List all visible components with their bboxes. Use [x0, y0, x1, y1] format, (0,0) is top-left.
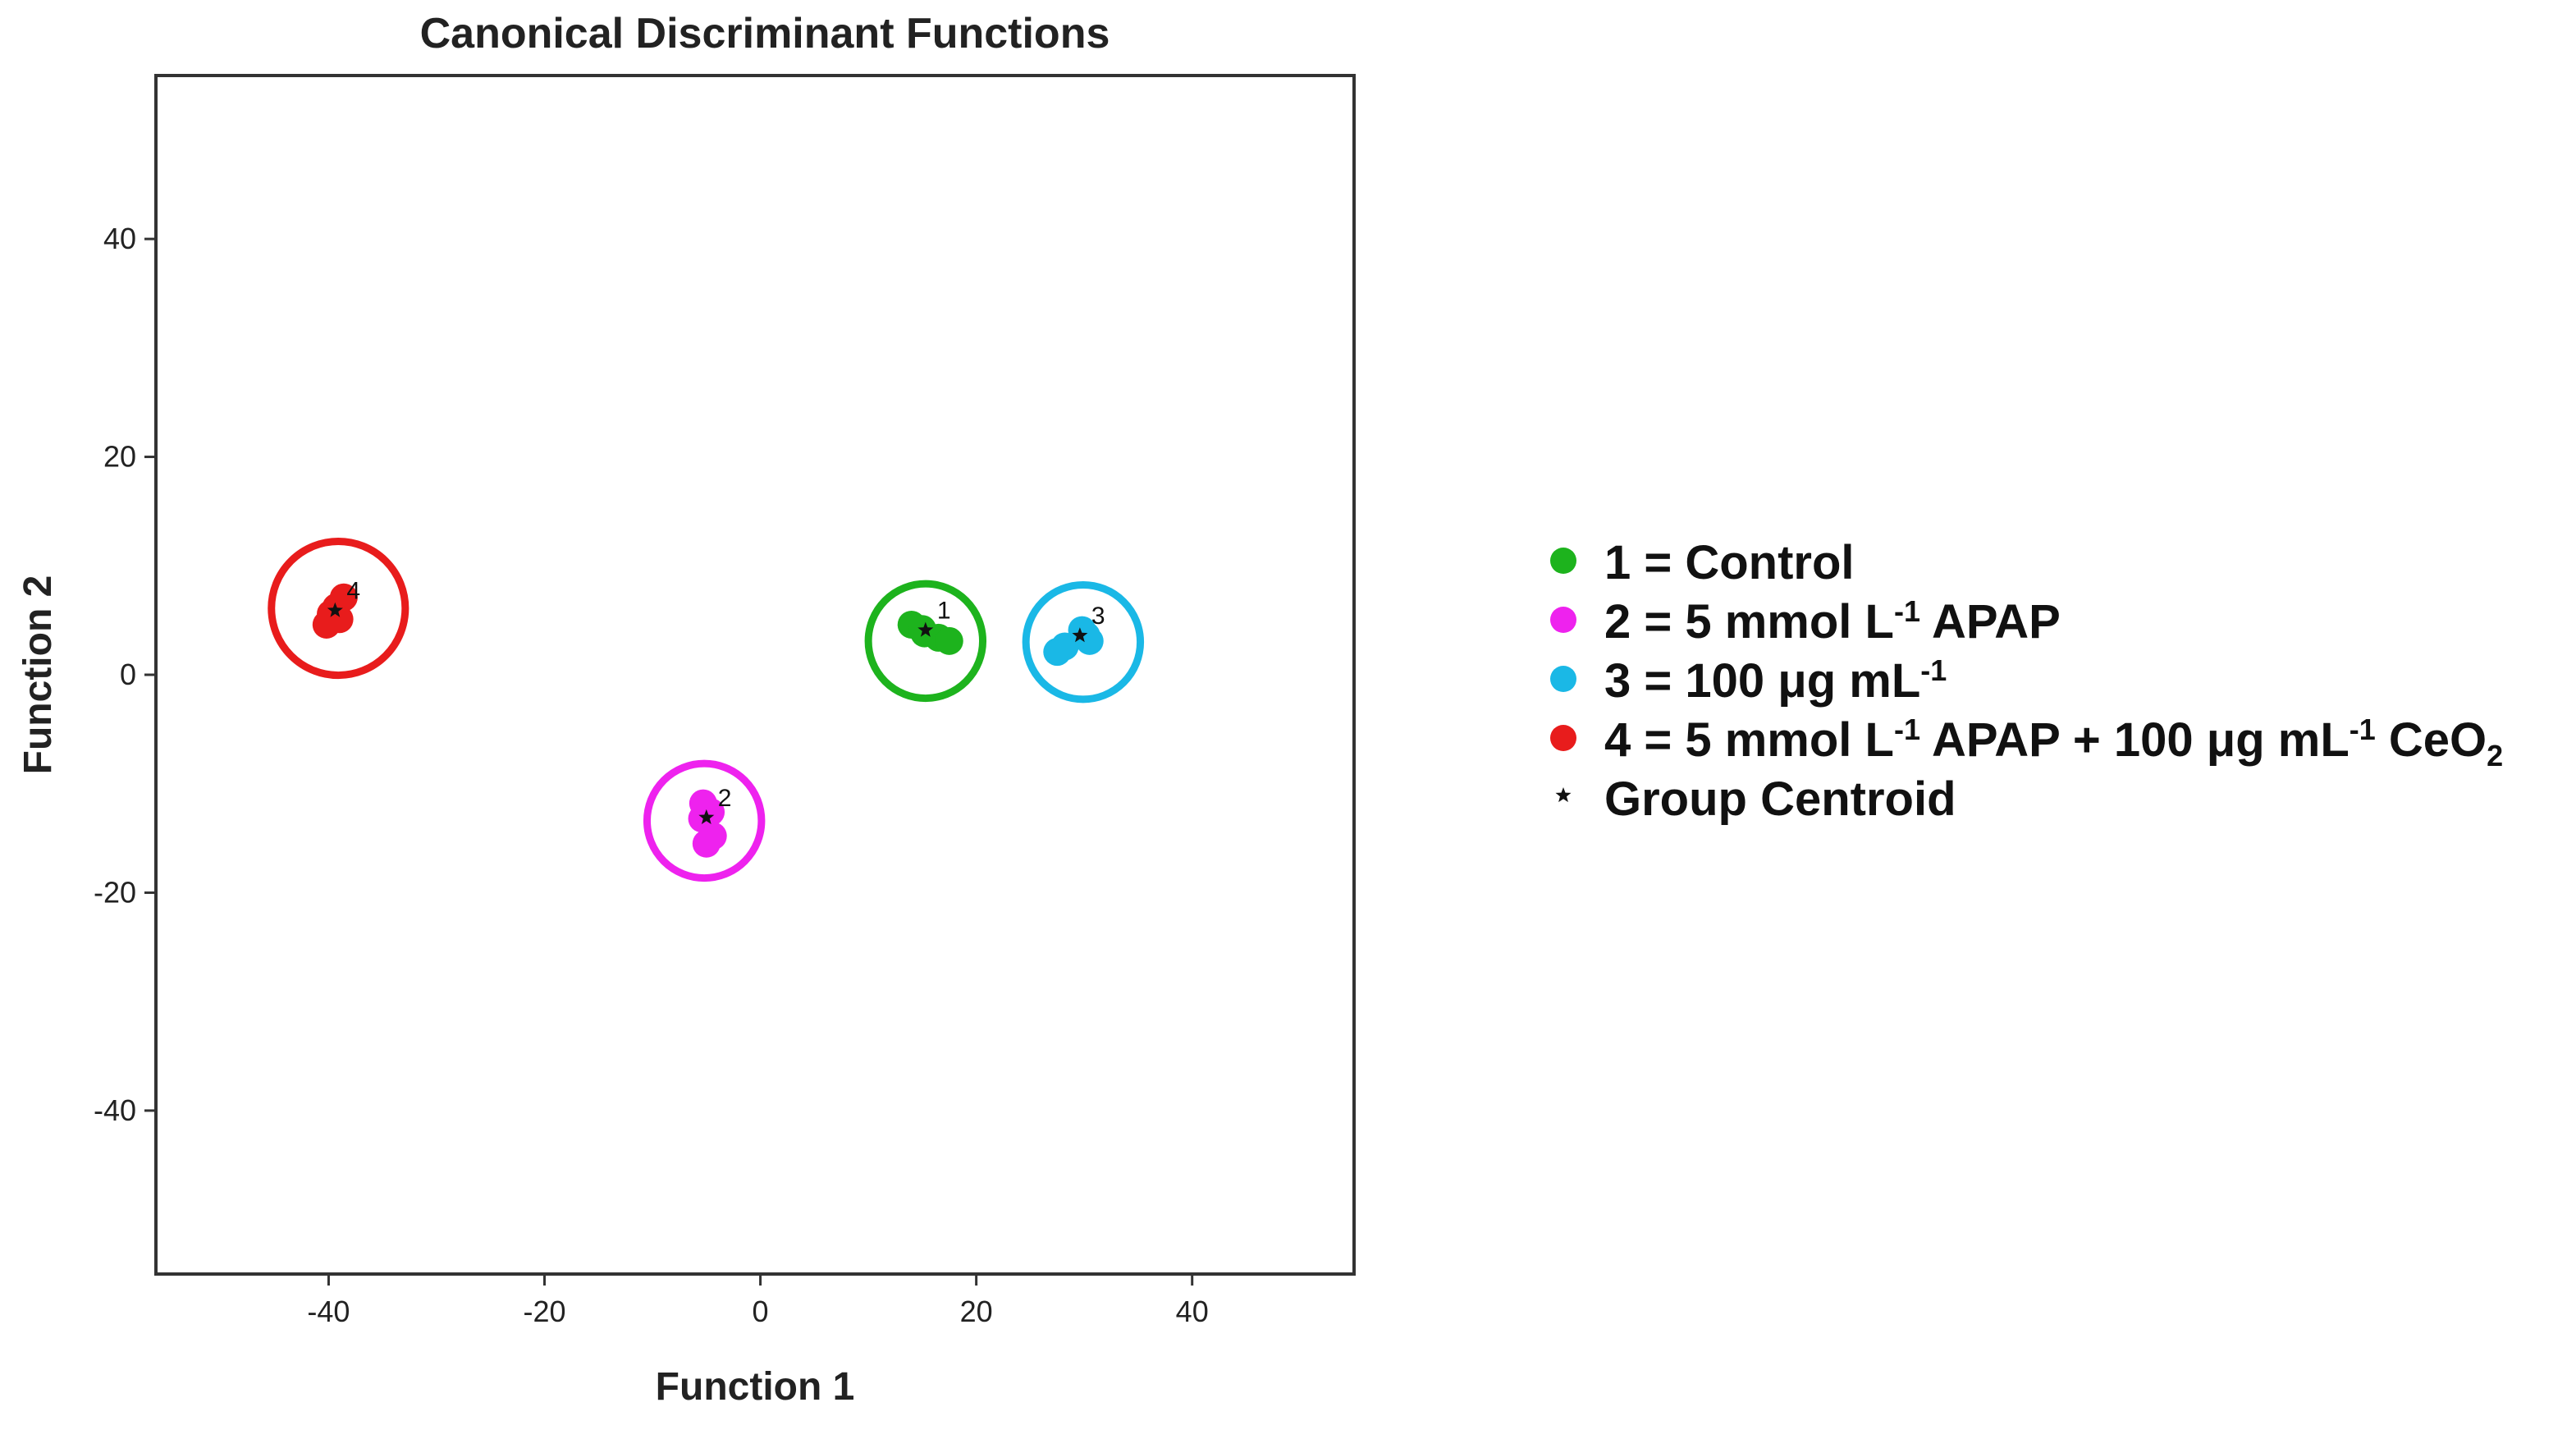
data-point [1050, 632, 1079, 661]
legend-text-part: APAP [1920, 595, 2061, 649]
legend-marker [1550, 725, 1576, 751]
x-tick-label: -40 [307, 1295, 350, 1328]
legend-label: 2 = 5 mmol L-1 APAP [1604, 594, 2061, 649]
legend-text-part: APAP + 100 μg mL [1920, 713, 2350, 767]
y-tick-label: 0 [120, 658, 136, 691]
legend-marker [1550, 548, 1576, 574]
legend-subscript: 2 [2487, 739, 2503, 772]
series-group-1: 1 [864, 580, 987, 703]
chart-title: Canonical Discriminant Functions [420, 10, 1110, 57]
y-tick-label: 40 [103, 222, 136, 255]
centroid-marker [327, 602, 343, 617]
x-tick-label: -20 [523, 1295, 565, 1328]
legend-superscript: -1 [1894, 713, 1920, 746]
group-circle [643, 759, 766, 882]
legend-label: 3 = 100 μg mL-1 [1604, 653, 1947, 708]
centroid-marker [1072, 627, 1088, 643]
legend-superscript: -1 [2350, 713, 2376, 746]
group-circle [1022, 580, 1145, 704]
legend-centroid-marker [1555, 787, 1572, 803]
group-circle [864, 580, 987, 703]
legend-text-part: 1 = Control [1604, 536, 1855, 589]
x-tick-label: 40 [1176, 1295, 1209, 1328]
legend-label: 1 = Control [1604, 536, 1855, 589]
group-circle [268, 537, 410, 680]
legend-text-part: 3 = 100 μg mL [1604, 654, 1920, 708]
centroid-marker [698, 809, 715, 824]
legend-text-part: 2 = 5 mmol L [1604, 595, 1894, 649]
series-group-4: 4 [268, 537, 410, 680]
legend-marker [1550, 607, 1576, 633]
group-number-label: 4 [346, 578, 360, 605]
x-tick-label: 0 [753, 1295, 769, 1328]
data-point [935, 626, 963, 655]
legend-superscript: -1 [1920, 653, 1947, 687]
data-point [688, 804, 716, 833]
group-number-label: 3 [1091, 603, 1105, 630]
y-axis-label: Function 2 [16, 575, 60, 775]
legend-superscript: -1 [1894, 594, 1920, 628]
group-number-label: 1 [937, 598, 951, 625]
y-tick-label: -20 [94, 875, 136, 909]
x-axis-label: Function 1 [656, 1365, 855, 1409]
x-tick-label: 20 [960, 1295, 993, 1328]
legend-centroid-label: Group Centroid [1604, 772, 1956, 826]
legend-text-part: CeO [2376, 713, 2487, 767]
centroid-marker [917, 621, 934, 637]
legend-text-part: 4 = 5 mmol L [1604, 713, 1894, 767]
data-point [1072, 621, 1100, 650]
y-tick-label: 20 [103, 440, 136, 474]
series-group-3: 3 [1022, 580, 1145, 704]
y-tick-label: -40 [94, 1093, 136, 1127]
group-number-label: 2 [718, 785, 732, 812]
legend-label: 4 = 5 mmol L-1 APAP + 100 μg mL-1 CeO2 [1604, 713, 2503, 772]
plot-layer: -40 -20 0 20 40 40 20 0 -20 -40 1 2 3 4 [94, 222, 1209, 1328]
series-group-2: 2 [643, 759, 766, 882]
legend-marker [1550, 666, 1576, 692]
